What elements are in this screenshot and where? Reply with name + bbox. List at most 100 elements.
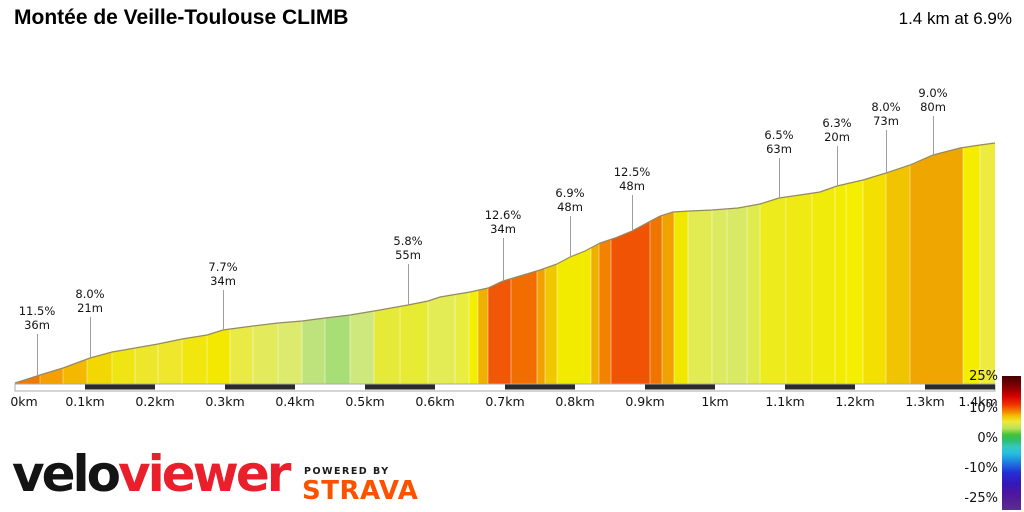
annotation-leader-line [779,158,780,198]
annotation-leader-line [37,334,38,376]
elevation-curve [14,142,996,384]
annotation-leader-line [933,116,934,155]
gradient-segment [712,143,727,384]
scale-bar-band [925,384,995,390]
annotation-gradient-value: 6.5% [764,128,794,142]
gradient-segment [537,143,545,384]
annotation-length-value: 48m [619,179,645,193]
x-axis-tick-label: 0.9km [625,394,665,409]
annotation-gradient-value: 5.8% [393,234,423,248]
annotation-gradient-value: 12.6% [484,208,522,222]
gradient-segment [207,143,230,384]
gradient-segment [963,143,980,384]
annotation-length-value: 73m [873,114,899,128]
gradient-annotation: 12.6% 34m [455,208,551,236]
legend-label: -10% [964,461,998,476]
x-axis-tick-label: 1.3km [905,394,945,409]
annotation-leader-line [503,238,504,281]
gradient-segment [611,143,650,384]
gradient-segment [846,143,863,384]
gradient-annotation: 6.9% 48m [522,186,618,214]
gradient-segment [278,143,302,384]
x-axis-tick-label: 1.2km [835,394,875,409]
x-axis-tick-label: 0.6km [415,394,455,409]
gradient-segment [112,143,135,384]
scale-bar-band [785,384,855,390]
gradient-segment [599,143,611,384]
gradient-segment [545,143,557,384]
gradient-segment [302,143,325,384]
annotation-leader-line [837,146,838,186]
annotation-gradient-value: 11.5% [18,304,56,318]
annotation-leader-line [886,130,887,173]
annotation-length-value: 34m [490,222,516,236]
gradient-segment [182,143,207,384]
veloviewer-logo-velo: velo [12,445,121,503]
powered-by-label: POWERED BY [304,466,390,477]
gradient-annotation: 11.5% 36m [0,304,85,332]
x-axis-tick-label: 1km [701,394,729,409]
legend-label: 0% [977,431,998,446]
gradient-annotation: 6.3% 20m [789,116,885,144]
annotation-length-value: 80m [920,100,946,114]
annotation-length-value: 48m [557,200,583,214]
annotation-gradient-value: 9.0% [918,86,948,100]
annotation-gradient-value: 7.7% [208,260,238,274]
gradient-segment [650,143,662,384]
annotation-length-value: 36m [24,318,50,332]
gradient-annotation: 8.0% 73m [838,100,934,128]
gradient-segment [511,143,537,384]
gradient-segment [674,143,688,384]
gradient-annotation: 8.0% 21m [42,287,138,315]
gradient-annotation: 6.5% 63m [731,128,827,156]
strava-logo: STRAVA [302,476,419,506]
gradient-segment [688,143,712,384]
climb-summary: 1.4 km at 6.9% [898,9,1012,28]
x-axis-tick-label: 0.2km [135,394,175,409]
x-axis-tick-label: 0.3km [205,394,245,409]
annotation-gradient-value: 6.3% [822,116,852,130]
annotation-leader-line [90,317,91,358]
gradient-segment [557,143,591,384]
x-axis-tick-label: 1.4km [958,394,998,409]
veloviewer-logo-viewer: viewer [118,445,291,503]
gradient-segment [63,143,87,384]
gradient-segment [478,143,488,384]
annotation-length-value: 20m [824,130,850,144]
gradient-segment [469,143,478,384]
veloviewer-logo: veloviewer [12,445,291,503]
annotation-gradient-value: 6.9% [555,186,585,200]
scale-bar-band [85,384,155,390]
distance-scale-bar [14,383,996,392]
legend-label: 25% [969,369,998,384]
gradient-segment [40,143,63,384]
annotation-leader-line [408,264,409,305]
annotation-length-value: 34m [210,274,236,288]
annotation-leader-line [570,216,571,257]
scale-bar-band [505,384,575,390]
scale-bar-band [365,384,435,390]
annotation-length-value: 55m [395,248,421,262]
legend-label: -25% [964,491,998,506]
x-axis-tick-label: 0km [10,394,38,409]
annotation-gradient-value: 8.0% [871,100,901,114]
gradient-segment [253,143,278,384]
annotation-leader-line [223,290,224,330]
gradient-segment [662,143,674,384]
scale-bar-band [645,384,715,390]
legend-label: 10% [969,401,998,416]
gradient-segment [812,143,835,384]
x-axis-tick-label: 1.1km [765,394,805,409]
gradient-segment [325,143,350,384]
annotation-gradient-value: 12.5% [613,165,651,179]
scale-bar-band [225,384,295,390]
climb-title: Montée de Veille-Toulouse CLIMB [14,6,349,29]
gradient-segment [135,143,158,384]
gradient-segment [835,143,846,384]
gradient-segment [591,143,599,384]
annotation-gradient-value: 8.0% [75,287,105,301]
gradient-segment [863,143,886,384]
gradient-segment [230,143,253,384]
